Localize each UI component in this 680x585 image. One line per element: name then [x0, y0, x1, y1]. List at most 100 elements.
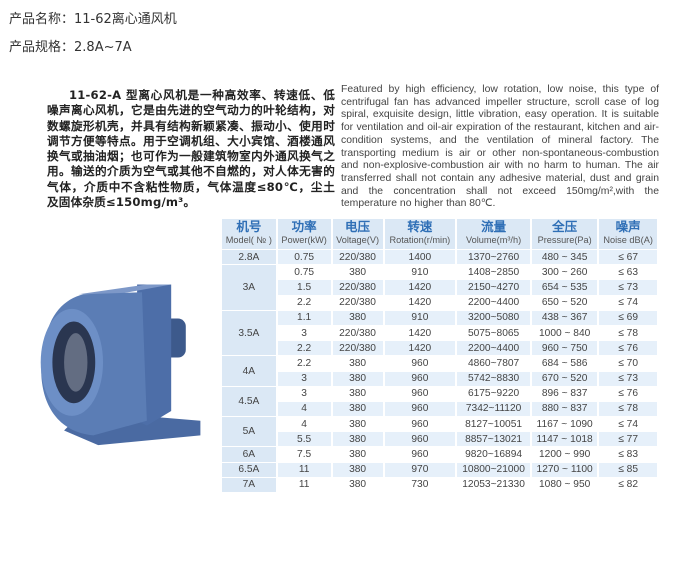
pressure-cell: 896 ~ 837 [532, 386, 600, 401]
volume-cell: 4860~7807 [457, 356, 532, 371]
voltage-cell: 220/380 [332, 341, 385, 356]
noise-cell: ≤ 77 [599, 432, 659, 447]
voltage-cell: 380 [332, 432, 385, 447]
noise-cell: ≤ 74 [599, 295, 659, 310]
pressure-cell: 1080 ~ 950 [532, 477, 600, 492]
power-cell: 3 [278, 325, 333, 341]
volume-cell: 8857~13021 [457, 432, 532, 447]
pressure-cell: 1000 ~ 840 [532, 325, 600, 341]
model-cell: 3A [222, 265, 278, 310]
column-header-en: Pressure(Pa) [537, 235, 592, 245]
noise-cell: ≤ 67 [599, 250, 659, 265]
table-row: 4A 2.2 380 960 4860~7807 684 ~ 586 ≤ 70 [222, 356, 659, 386]
table-row: 3A 0.75 380 910 1408~2850 300 ~ 260 ≤ 63 [222, 265, 659, 310]
noise-cell: ≤ 83 [599, 447, 659, 462]
table-row: 6A 7.5 380 960 9820~16894 1200 ~ 990 ≤ 83 [222, 447, 659, 462]
column-header-en: Voltage(V) [336, 235, 380, 245]
pressure-cell: 670 ~ 520 [531, 371, 600, 386]
power-cell: 7.5 [278, 447, 333, 462]
volume-cell: 2200~4400 [457, 295, 532, 310]
fan-impeller [64, 333, 88, 392]
power-cell: 4 [278, 417, 333, 432]
noise-cell: ≤ 78 [599, 325, 659, 341]
rotation-cell: 1400 [384, 250, 458, 265]
power-cell: 1.1 [277, 310, 333, 325]
table-row: 5.5 380 960 8857~13021 1147 ~ 1018 ≤ 77 [222, 432, 659, 447]
rotation-cell: 1420 [385, 325, 458, 341]
volume-cell: 5075~8065 [457, 325, 532, 341]
product-name-line: 产品名称：11-62离心通风机 [9, 8, 177, 27]
volume-cell: 9820~16894 [457, 447, 532, 462]
power-cell: 3 [278, 386, 333, 401]
voltage-cell: 380 [332, 401, 385, 417]
column-header-cn: 流量 [481, 220, 507, 234]
pressure-cell: 654 ~ 535 [531, 280, 600, 295]
product-name-value: 11-62离心通风机 [74, 12, 177, 27]
volume-cell: 2150~4270 [457, 280, 532, 295]
voltage-cell: 380 [333, 417, 385, 432]
noise-cell: ≤ 74 [599, 417, 659, 432]
column-header-cn: 功率 [291, 220, 317, 234]
noise-cell: ≤ 76 [599, 386, 659, 401]
noise-cell: ≤ 63 [599, 265, 659, 280]
column-header: 机号 Model( № ) [222, 219, 278, 249]
power-cell: 11 [277, 462, 333, 477]
table-row: 5A 4 380 960 8127~10051 1167 ~ 1090 ≤ 74 [222, 417, 659, 447]
rotation-cell: 1420 [385, 295, 458, 310]
table-row: 4.5A 3 380 960 6175~9220 896 ~ 837 ≤ 76 [222, 386, 659, 417]
noise-cell: ≤ 78 [599, 401, 659, 417]
column-header-cn: 机号 [236, 220, 262, 234]
table-row: 7A 11 380 730 12053~21330 1080 ~ 950 ≤ 82 [222, 477, 659, 492]
model-cell: 4.5A [222, 386, 278, 417]
spec-table-header: 机号 Model( № ) 功率 Power(kW) 电压 Voltage(V) 转速 Rot… [222, 219, 659, 249]
rotation-cell: 960 [385, 447, 458, 462]
volume-cell: 12053~21330 [457, 477, 532, 492]
power-cell: 2.2 [277, 341, 333, 356]
column-header-cn: 转速 [407, 220, 433, 234]
voltage-cell: 220/380 [333, 325, 385, 341]
description-chinese: 11-62-A 型离心风机是一种高效率、转速低、低噪声离心风机，它是由先进的空气… [47, 88, 335, 210]
volume-cell: 6175~9220 [457, 386, 532, 401]
product-spec-label: 产品规格： [9, 40, 75, 55]
voltage-cell: 220/380 [333, 295, 385, 310]
description-english: Featured by high efficiency, low rotatio… [341, 84, 659, 210]
voltage-cell: 380 [333, 386, 385, 401]
noise-cell: ≤ 69 [599, 310, 659, 325]
rotation-cell: 910 [385, 265, 458, 280]
rotation-cell: 960 [384, 371, 458, 386]
table-row: 4 380 960 7342~11120 880 ~ 837 ≤ 78 [222, 401, 659, 417]
column-header-en: Rotation(r/min) [389, 235, 451, 245]
model-cell: 3.5A [222, 310, 278, 356]
rotation-cell: 960 [385, 417, 458, 432]
voltage-cell: 380 [333, 447, 385, 462]
table-row: 3.5A 1.1 380 910 3200~5080 438 ~ 367 ≤ 69 [222, 310, 659, 356]
power-cell: 0.75 [278, 265, 333, 280]
column-header-en: Volume(m³/h) [466, 235, 522, 245]
voltage-cell: 380 [332, 371, 385, 386]
table-row: 3 380 960 5742~8830 670 ~ 520 ≤ 73 [222, 371, 659, 386]
pressure-cell: 438 ~ 367 [531, 310, 600, 325]
description-chinese-text: 11-62-A 型离心风机是一种高效率、转速低、低噪声离心风机，它是由先进的空气… [47, 88, 335, 210]
fan-outlet-top [78, 284, 172, 295]
voltage-cell: 380 [333, 356, 385, 371]
rotation-cell: 960 [385, 386, 458, 401]
volume-cell: 5742~8830 [457, 371, 532, 386]
column-header-en: Noise dB(A) [603, 235, 653, 245]
noise-cell: ≤ 85 [599, 462, 659, 477]
volume-cell: 3200~5080 [457, 310, 532, 325]
power-cell: 2.2 [278, 295, 333, 310]
model-cell: 7A [222, 477, 278, 492]
voltage-cell: 380 [333, 265, 385, 280]
volume-cell: 2200~4400 [457, 341, 532, 356]
column-header-cn: 全压 [552, 220, 578, 234]
rotation-cell: 960 [385, 356, 458, 371]
column-header: 全压 Pressure(Pa) [531, 219, 600, 249]
model-cell: 6.5A [222, 462, 278, 477]
column-header: 噪声 Noise dB(A) [599, 219, 659, 249]
noise-cell: ≤ 76 [599, 341, 659, 356]
column-header-en: Model( № ) [225, 235, 272, 245]
volume-cell: 1408~2850 [457, 265, 532, 280]
column-header-en: Power(kW) [281, 235, 327, 245]
model-cell: 2.8A [222, 250, 278, 265]
volume-cell: 1370~2760 [457, 250, 532, 265]
